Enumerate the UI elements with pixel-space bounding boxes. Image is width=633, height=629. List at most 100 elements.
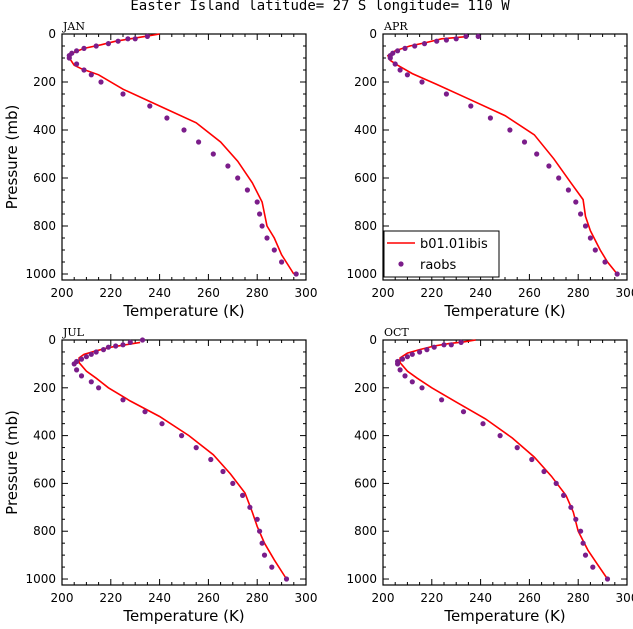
x-tick-label: 260: [197, 286, 220, 300]
raobs-point: [269, 564, 275, 570]
y-tick-label: 1000: [25, 267, 56, 281]
raobs-point: [529, 456, 535, 463]
raobs-point: [88, 379, 94, 385]
raobs-point: [66, 55, 72, 61]
raobs-point: [208, 456, 214, 463]
series-line-b01-01ibis: [399, 339, 609, 580]
raobs-point: [105, 41, 111, 47]
panel-jul: 200 220 240 260 280 300 0 200 400 600 800 1000 JUL Te…: [3, 326, 317, 625]
raobs-point: [78, 373, 85, 379]
raobs-point: [553, 480, 559, 486]
raobs-point: [417, 349, 423, 355]
panel-jan: 200 220 240 260 280 300 0 200 400 600 800 1000 JAN Te…: [3, 20, 317, 320]
y-axis-label: Pressure (mb): [3, 105, 21, 210]
raobs-point: [565, 187, 572, 193]
y-tick-label: 400: [33, 123, 56, 137]
x-tick-label: 200: [372, 286, 395, 300]
x-tick-label: 300: [295, 286, 318, 300]
raobs-point: [458, 339, 464, 345]
panel-oct: 200 220 240 260 280 300 0 200 400 600 800 1000 OCT Te…: [346, 326, 633, 625]
plot-frame: [382, 339, 628, 586]
raobs-point: [480, 421, 486, 427]
raobs-point: [521, 139, 528, 145]
y-tick-label: 0: [369, 27, 377, 41]
raobs-point: [395, 361, 401, 367]
raobs-point: [283, 576, 290, 582]
raobs-point: [120, 342, 126, 348]
y-tick-label: 800: [33, 524, 56, 538]
raobs-point: [98, 79, 104, 85]
y-tick-label: 600: [354, 171, 377, 185]
raobs-point: [105, 344, 111, 350]
raobs-point: [448, 342, 454, 348]
raobs-point: [468, 103, 474, 109]
raobs-point: [193, 445, 199, 451]
raobs-point: [259, 223, 265, 229]
raobs-point: [257, 211, 263, 217]
raobs-point: [443, 37, 449, 43]
raobs-point: [419, 385, 425, 391]
legend-label-model: b01.01ibis: [420, 237, 488, 252]
series-line-b01-01ibis: [68, 33, 295, 275]
x-tick-label: 220: [99, 286, 122, 300]
legend-label-raobs: raobs: [420, 258, 457, 273]
raobs-point: [271, 247, 277, 253]
raobs-point: [235, 175, 241, 181]
raobs-point: [181, 127, 187, 133]
raobs-point: [592, 247, 598, 253]
raobs-point: [127, 339, 133, 345]
x-tick-label: 280: [246, 591, 269, 605]
y-axis-label: Pressure (mb): [3, 410, 21, 515]
raobs-point: [387, 55, 393, 61]
plot-frame: [61, 339, 307, 586]
raobs-point: [412, 43, 418, 49]
raobs-point: [159, 421, 165, 427]
raobs-point: [257, 528, 263, 534]
raobs-point: [96, 385, 102, 391]
raobs-point: [93, 349, 99, 355]
raobs-point: [573, 199, 579, 205]
x-axis-label: Temperature (K): [443, 607, 565, 625]
raobs-point: [142, 409, 148, 415]
x-axis-label: Temperature (K): [443, 302, 565, 320]
x-tick-label: 220: [420, 591, 443, 605]
x-tick-label: 240: [148, 286, 171, 300]
raobs-point: [132, 36, 138, 42]
raobs-point: [220, 468, 226, 475]
x-tick-label: 260: [518, 286, 541, 300]
raobs-point: [443, 91, 449, 97]
raobs-point: [431, 344, 437, 350]
raobs-point: [434, 38, 440, 44]
raobs-point: [602, 259, 608, 265]
raobs-point: [507, 127, 513, 133]
raobs-point: [604, 576, 611, 582]
y-tick-label: 400: [33, 429, 56, 443]
y-tick-label: 600: [33, 476, 56, 490]
legend-point-swatch: [398, 261, 404, 267]
x-tick-label: 220: [99, 591, 122, 605]
raobs-point: [397, 367, 403, 373]
raobs-point: [254, 516, 260, 522]
y-tick-label: 0: [48, 333, 56, 347]
raobs-point: [580, 540, 586, 546]
raobs-point: [421, 41, 428, 47]
series-line-b01-01ibis: [386, 35, 618, 275]
raobs-point: [254, 199, 260, 205]
raobs-point: [264, 235, 270, 241]
y-tick-label: 200: [354, 75, 377, 89]
raobs-point: [139, 337, 146, 343]
y-tick-label: 600: [354, 476, 377, 490]
x-tick-label: 280: [246, 286, 269, 300]
y-tick-label: 0: [369, 333, 377, 347]
raobs-point: [74, 48, 80, 54]
raobs-point: [424, 347, 430, 353]
raobs-point: [71, 361, 77, 367]
raobs-point: [279, 259, 285, 265]
y-tick-label: 400: [354, 123, 377, 137]
x-tick-label: 300: [616, 286, 633, 300]
panel-label: JAN: [62, 20, 85, 33]
raobs-point: [179, 433, 185, 439]
raobs-point: [247, 504, 253, 510]
x-tick-label: 220: [420, 286, 443, 300]
